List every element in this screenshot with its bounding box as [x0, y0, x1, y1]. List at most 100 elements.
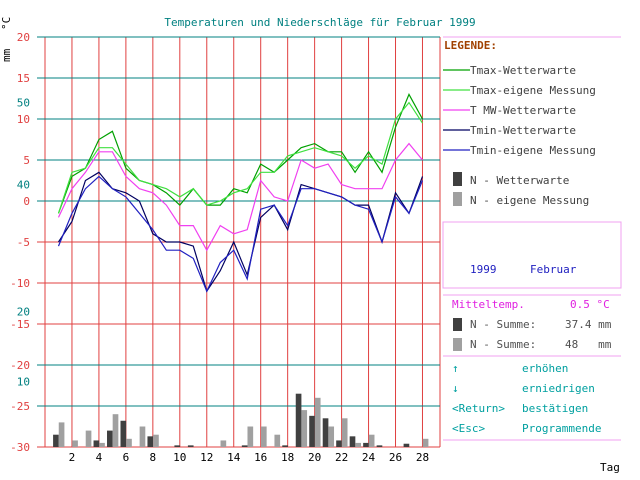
legend-label: Tmin-eigene Messung [470, 144, 596, 157]
x-tick-label: 10 [173, 451, 186, 464]
precip-bar-own [58, 422, 65, 447]
precip-sum-value-station: 37.4 mm [565, 318, 612, 331]
precip-bar-own [422, 438, 429, 447]
precip-bar-own [220, 440, 227, 447]
control-action: erhöhen [522, 362, 568, 375]
precip-bar-station [295, 393, 302, 447]
precip-sum-swatch-station [453, 318, 462, 331]
period-year: 1999 [470, 263, 497, 276]
y-tick-label: 5 [23, 154, 30, 167]
precip-sum-swatch-own [453, 338, 462, 351]
y-tick-label: -25 [10, 400, 30, 413]
x-tick-label: 2 [69, 451, 76, 464]
precip-bar-own [260, 426, 267, 447]
x-tick-label: 4 [96, 451, 103, 464]
y-tick-label: 20 [17, 31, 30, 44]
y-tick-label: -15 [10, 318, 30, 331]
x-axis-tick-labels: 2 4 6 8 10 12 14 16 18 20 22 24 26 28 [69, 451, 429, 464]
precip-bar-own [314, 397, 321, 447]
precip-tick-label: 50 [17, 97, 30, 110]
control-action: bestätigen [522, 402, 588, 415]
precip-bar-station [363, 442, 369, 447]
series-line-2 [57, 142, 423, 252]
precip-tick-label: 20 [17, 306, 30, 319]
control-action: erniedrigen [522, 382, 595, 395]
y-tick-label: -20 [10, 359, 30, 372]
control-key: <Esc> [452, 422, 485, 435]
precip-bar-own [72, 440, 78, 447]
precip-bar-station [309, 415, 315, 447]
legend-label: Tmax-eigene Messung [470, 84, 596, 97]
precip-bar-own [112, 414, 119, 447]
period-month: Februar [530, 263, 577, 276]
x-tick-label: 18 [281, 451, 294, 464]
y-axis-unit-temp: °C [0, 17, 13, 30]
precip-sum-value-own: 48 mm [565, 338, 612, 351]
x-tick-label: 12 [200, 451, 213, 464]
series-line-3 [57, 171, 424, 293]
precip-bar-own [274, 434, 281, 447]
control-key: ↓ [452, 382, 459, 395]
precip-bar-own [341, 418, 348, 447]
precip-tick-label: 10 [17, 375, 30, 388]
x-tick-label: 20 [308, 451, 321, 464]
legend-swatch-bar [453, 172, 462, 186]
precip-bar-own [99, 442, 105, 447]
x-tick-label: 26 [389, 451, 402, 464]
precip-bar-own [247, 426, 254, 447]
series-line-1 [57, 101, 423, 214]
plot-area [37, 36, 441, 448]
y-axis-unit-precip: mm [0, 48, 13, 62]
legend-label: Tmax-Wetterwarte [470, 64, 576, 77]
precip-bar-own [85, 430, 92, 447]
legend-swatch-bar [453, 192, 462, 206]
mean-temp-label: Mitteltemp. [452, 298, 525, 311]
x-tick-label: 14 [227, 451, 241, 464]
y-tick-label: 10 [17, 113, 30, 126]
period-panel: 1999 Februar [442, 221, 622, 289]
precip-bar-station [322, 418, 329, 447]
legend-label: Tmin-Wetterwarte [470, 124, 576, 137]
control-action: Programmende [522, 422, 601, 435]
y-tick-label: -30 [10, 441, 30, 454]
precip-bar-own [301, 410, 308, 447]
legend-label: N - Wetterwarte [470, 174, 569, 187]
precip-sum-label-station: N - Summe: [470, 318, 536, 331]
legend-heading: LEGENDE: [444, 39, 497, 52]
mean-temp-value: 0.5 °C [570, 298, 610, 311]
x-tick-label: 8 [150, 451, 157, 464]
precip-bar-own [126, 438, 132, 447]
precip-bar-station [336, 440, 342, 447]
control-key: <Return> [452, 402, 505, 415]
legend-label: T MW-Wetterwarte [470, 104, 576, 117]
x-tick-label: 24 [362, 451, 376, 464]
precip-bar-own [139, 426, 146, 447]
precip-bar-station [120, 420, 127, 447]
precip-bar-own [153, 434, 159, 447]
legend-panel: LEGENDE: Tmax-Wetterwarte Tmax-eigene Mes… [443, 39, 596, 207]
y-tick-label: 0 [23, 195, 30, 208]
precip-bar-own [355, 442, 361, 447]
stats-panel: Mitteltemp. 0.5 °C N - Summe: 37.4 mm N … [452, 298, 612, 351]
x-tick-label: 28 [416, 451, 429, 464]
precip-bar-station [53, 434, 59, 447]
precip-bar-station [147, 436, 154, 447]
control-key: ↑ [452, 362, 459, 375]
precip-bar-station [282, 445, 288, 447]
precip-bar-own [368, 434, 375, 447]
legend-label: N - eigene Messung [470, 194, 589, 207]
precip-bar-own [328, 426, 335, 447]
precip-bar-station [187, 445, 194, 447]
precip-bar-station [174, 445, 181, 447]
series-line-4 [57, 175, 424, 293]
chart-title: Temperaturen und Niederschläge für Febru… [164, 16, 475, 29]
y-tick-label: -5 [17, 236, 30, 249]
y-tick-label: -10 [10, 277, 30, 290]
precip-bar-station [93, 440, 100, 447]
x-tick-label: 16 [254, 451, 267, 464]
x-tick-label: 22 [335, 451, 348, 464]
key-controls-panel: ↑ erhöhen ↓ erniedrigen <Return> bestätigen <E… [452, 362, 601, 435]
y-tick-label: 15 [17, 72, 30, 85]
